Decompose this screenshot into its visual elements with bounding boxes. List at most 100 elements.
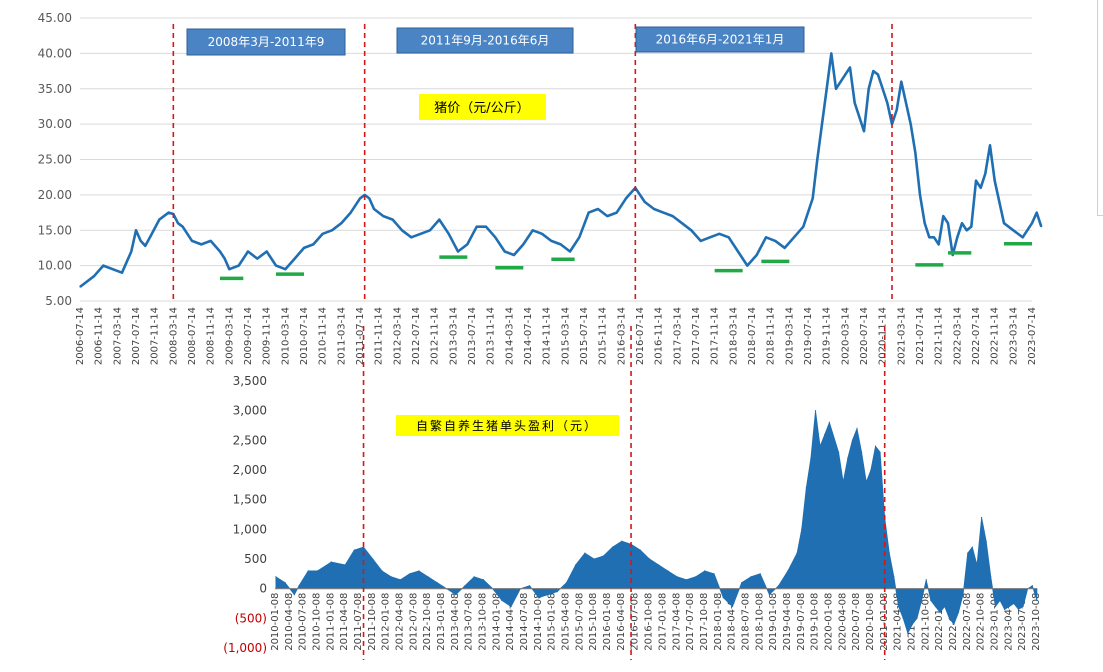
price-y-tick-label: 45.00 — [38, 11, 72, 25]
price-point — [410, 236, 412, 238]
price-point — [989, 144, 991, 146]
price-point — [812, 197, 814, 200]
profit-point — [847, 457, 849, 459]
price-x-tick-label: 2018-03-14 — [728, 307, 739, 365]
profit-point — [796, 552, 798, 554]
profit-point — [722, 596, 724, 599]
price-point — [541, 233, 543, 235]
price-point — [331, 229, 333, 231]
price-point — [130, 250, 132, 253]
profit-point — [897, 605, 900, 608]
price-point — [149, 236, 151, 238]
profit-point — [828, 421, 830, 424]
price-y-tick-label: 40.00 — [38, 46, 72, 60]
profit-x-tick-label: 2018-07-08 — [740, 593, 751, 651]
price-point — [359, 197, 361, 200]
price-x-tick-label: 2011-03-14 — [336, 307, 347, 365]
price-point — [844, 74, 846, 76]
profit-point — [399, 579, 402, 581]
price-point — [429, 229, 431, 231]
price-x-tick-label: 2016-03-14 — [616, 307, 627, 365]
profit-point — [921, 599, 923, 602]
profit-x-tick-label: 2023-07-08 — [1017, 593, 1028, 651]
price-point — [588, 211, 590, 214]
price-point — [93, 275, 95, 277]
price-x-tick-label: 2012-11-14 — [430, 307, 441, 365]
price-point — [284, 268, 286, 270]
profit-x-tick-label: 2016-01-08 — [602, 593, 613, 651]
profit-point — [298, 585, 300, 587]
profit-x-tick-label: 2017-04-08 — [671, 593, 682, 651]
profit-x-tick-label: 2015-10-08 — [588, 593, 599, 651]
profit-point — [436, 582, 438, 584]
price-point — [578, 236, 580, 238]
profit-x-tick-label: 2022-10-08 — [976, 593, 987, 651]
price-point — [961, 222, 963, 224]
profit-point — [824, 433, 826, 435]
profit-x-tick-label: 2021-10-08 — [920, 593, 931, 651]
price-x-tick-label: 2018-07-14 — [747, 307, 758, 365]
price-x-tick-label: 2022-03-14 — [952, 307, 963, 365]
price-point — [382, 215, 384, 217]
profit-point — [888, 552, 890, 554]
period-label-bg — [186, 28, 346, 56]
price-x-tick-label: 2009-07-14 — [243, 307, 254, 365]
profit-x-tick-label: 2018-04-08 — [727, 593, 738, 651]
profit-point — [565, 582, 568, 584]
price-x-tick-label: 2019-07-14 — [803, 307, 814, 365]
price-point — [956, 236, 958, 238]
profit-point — [1004, 608, 1006, 611]
price-x-tick-label: 2009-03-14 — [224, 307, 235, 365]
price-point — [952, 254, 954, 256]
profit-x-tick-label: 2015-01-08 — [547, 593, 558, 651]
profit-chart: (1,000) (500) 0 500 1,000 1,500 2,000 2,500 3,00… — [223, 326, 1042, 660]
profit-point — [418, 570, 420, 572]
price-point — [690, 229, 692, 231]
profit-point — [911, 623, 913, 625]
price-point — [737, 250, 739, 253]
price-x-tick-label: 2011-11-14 — [374, 307, 385, 365]
profit-point — [685, 579, 687, 581]
price-point — [368, 197, 370, 200]
price-point — [863, 130, 865, 132]
profit-point — [1013, 602, 1015, 605]
profit-point — [667, 570, 669, 572]
price-x-tick-label: 2015-11-14 — [598, 307, 609, 365]
price-x-tick-label: 2013-07-14 — [467, 307, 478, 365]
price-x-tick-label: 2019-11-14 — [822, 307, 833, 365]
profit-x-tick-label: 2018-10-08 — [754, 593, 765, 651]
profit-point — [962, 594, 964, 596]
price-point — [102, 265, 104, 267]
price-point — [158, 219, 160, 221]
profit-point — [819, 445, 821, 447]
profit-point — [482, 579, 485, 581]
price-point — [121, 272, 123, 274]
profit-point — [801, 528, 803, 530]
price-point — [821, 123, 823, 125]
profit-x-tick-label: 2013-04-08 — [450, 593, 461, 651]
price-point — [966, 229, 968, 231]
profit-point — [390, 576, 392, 578]
profit-point — [902, 617, 904, 619]
profit-point — [621, 540, 623, 542]
price-y-tick-label: 30.00 — [38, 117, 72, 131]
price-x-tick-label: 2015-07-14 — [579, 307, 590, 365]
profit-point — [990, 576, 992, 578]
price-point — [644, 201, 646, 203]
price-point — [1040, 226, 1042, 228]
price-x-tick-label: 2014-11-14 — [542, 307, 553, 365]
price-x-tick-label: 2023-03-14 — [1008, 307, 1019, 365]
profit-x-tick-label: 2010-07-08 — [298, 593, 309, 651]
profit-point — [1008, 605, 1010, 608]
price-y-tick-label: 20.00 — [38, 188, 72, 202]
price-point — [513, 254, 515, 256]
profit-x-tick-label: 2022-01-08 — [934, 593, 945, 651]
price-point — [672, 215, 674, 217]
price-point — [275, 265, 277, 267]
price-point — [802, 226, 804, 228]
price-y-tick-label: 5.00 — [45, 294, 72, 308]
profit-x-tick-label: 2013-10-08 — [478, 593, 489, 651]
price-point — [168, 211, 170, 214]
price-y-tick-label: 25.00 — [38, 153, 72, 167]
profit-point — [501, 599, 503, 602]
